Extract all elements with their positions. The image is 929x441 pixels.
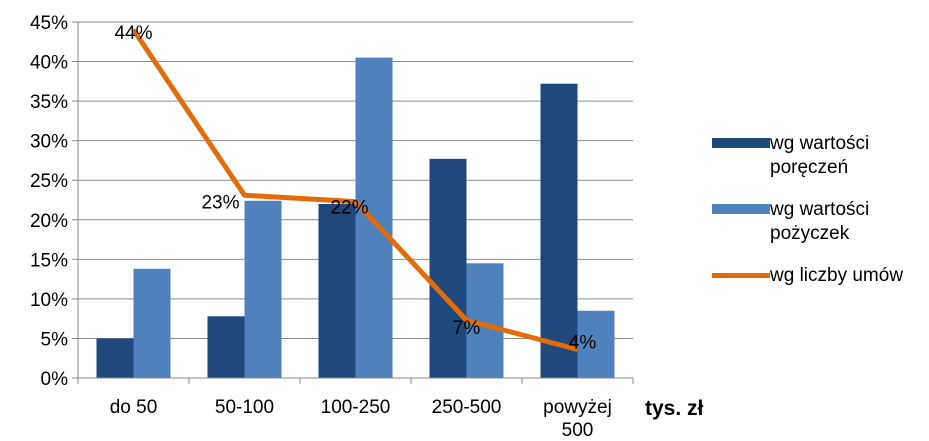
x-tick-label: 100-250: [321, 397, 391, 418]
legend-item-umow: wg liczby umów: [712, 264, 927, 288]
x-tick-label: 250-500: [432, 397, 502, 418]
legend-label-porecen: wg wartości poręczeń: [770, 132, 910, 180]
bar-porecen: [318, 203, 356, 378]
legend-label-line: poręczeń: [770, 157, 849, 178]
legend-swatch-umow: [712, 273, 770, 278]
y-tick-label: 25%: [30, 171, 68, 192]
y-tick-label: 35%: [30, 92, 68, 113]
y-axis-ticks: 0% 5% 10% 15% 20% 25% 30% 35% 40% 45%: [30, 13, 68, 390]
y-tick-label: 45%: [30, 13, 68, 34]
y-tick-label: 30%: [30, 132, 68, 153]
x-axis-labels: do 50 50-100 100-250 250-500 powyżej 500: [110, 397, 612, 441]
legend-label-line: pożyczek: [770, 223, 850, 244]
bar-porecen: [540, 83, 578, 378]
line-data-label: 44%: [114, 23, 152, 44]
legend-label-line: wg wartości: [770, 199, 870, 220]
y-tick-label: 40%: [30, 53, 68, 74]
legend-item-pozyczek: wg wartości pożyczek: [712, 198, 927, 246]
x-tick-label: do 50: [110, 397, 158, 418]
y-tick-label: 15%: [30, 250, 68, 271]
legend-label-line: wg liczby umów: [770, 265, 904, 286]
bars: [96, 57, 615, 378]
line-data-label: 4%: [569, 333, 597, 354]
y-tick-label: 0%: [41, 369, 69, 390]
y-tick-label: 10%: [30, 290, 68, 311]
y-tick-label: 20%: [30, 211, 68, 232]
x-tick-label: 50-100: [215, 397, 274, 418]
bar-pozyczek: [244, 200, 282, 378]
line-data-label: 22%: [330, 198, 368, 219]
legend-swatch-pozyczek: [712, 204, 770, 214]
bar-porecen: [96, 338, 134, 378]
legend: wg wartości poręczeń wg wartości pożycze…: [712, 132, 927, 306]
y-tick-label: 5%: [41, 329, 69, 350]
bar-pozyczek: [133, 268, 171, 378]
line-data-labels: 44% 23% 22% 7% 4%: [114, 23, 596, 354]
legend-item-porecen: wg wartości poręczeń: [712, 132, 927, 180]
legend-swatch-porecen: [712, 138, 770, 148]
line-series-wg-liczby-umow: [131, 28, 579, 352]
bar-porecen: [207, 316, 245, 378]
x-axis-unit-label: tys. zł: [645, 397, 704, 420]
bar-porecen: [429, 158, 467, 378]
x-tick-label: powyżej 500: [543, 397, 612, 441]
line-data-label: 7%: [453, 318, 481, 339]
legend-label-line: wg wartości: [770, 133, 870, 154]
bar-pozyczek: [577, 310, 615, 378]
line-data-label: 23%: [201, 192, 239, 213]
legend-label-umow: wg liczby umów: [770, 264, 910, 288]
legend-label-pozyczek: wg wartości pożyczek: [770, 198, 910, 246]
x-axis-tickmarks: [77, 378, 634, 384]
